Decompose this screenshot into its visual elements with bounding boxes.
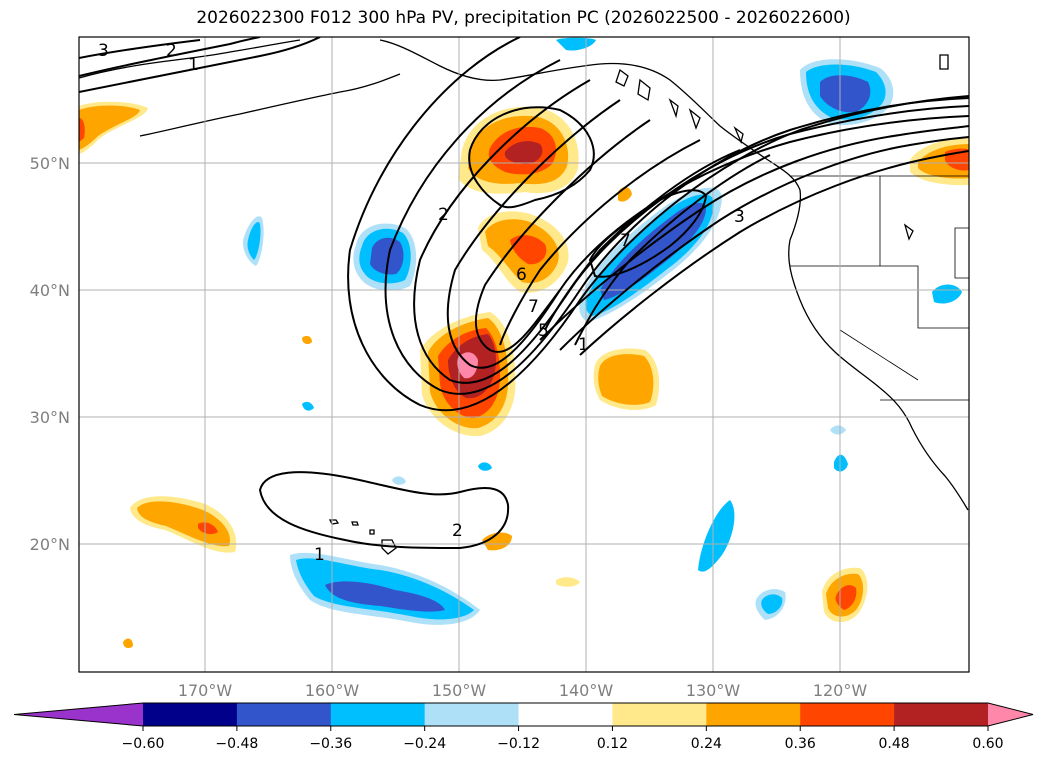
colorbar-bin bbox=[706, 703, 801, 726]
colorbar-tick-label: −0.12 bbox=[497, 736, 540, 752]
colorbar-extend-max bbox=[988, 703, 1033, 726]
colorbar-bin bbox=[424, 703, 520, 726]
colorbar-bin bbox=[330, 703, 426, 726]
colorbar-tick-label: −0.24 bbox=[403, 736, 446, 752]
colorbar-tick-label: 0.12 bbox=[597, 736, 628, 752]
colorbar-bin bbox=[800, 703, 895, 726]
contour-label: 2 bbox=[452, 521, 463, 541]
colorbar: −0.60 −0.48 −0.36 −0.24 −0.12 0.12 0.24 0.36 0.4… bbox=[13, 702, 1034, 752]
lon-label: 120°W bbox=[813, 681, 868, 700]
lon-label: 140°W bbox=[559, 681, 614, 700]
lat-label: 50°N bbox=[30, 154, 70, 173]
contour-label: 7 bbox=[528, 297, 539, 317]
gridlines bbox=[79, 37, 969, 672]
pv-contour-labels: 3 2 1 2 6 7 5 1 7 3 2 1 bbox=[98, 41, 745, 565]
colorbar-bin bbox=[518, 703, 613, 726]
colorbar-bin bbox=[143, 703, 238, 726]
colorbar-bin bbox=[236, 703, 332, 726]
colorbar-tick-label: −0.36 bbox=[309, 736, 352, 752]
contour-label: 3 bbox=[98, 41, 109, 61]
lon-label: 160°W bbox=[305, 681, 360, 700]
lon-label: 150°W bbox=[432, 681, 487, 700]
contour-label: 1 bbox=[578, 335, 589, 355]
colorbar-tick-label: −0.48 bbox=[215, 736, 258, 752]
contour-label: 1 bbox=[314, 545, 325, 565]
colorbar-tick-label: −0.60 bbox=[122, 736, 165, 752]
lat-label: 40°N bbox=[30, 281, 70, 300]
contour-label: 5 bbox=[538, 321, 549, 341]
lat-label: 20°N bbox=[30, 535, 70, 554]
latitude-labels: 50°N 40°N 30°N 20°N bbox=[30, 154, 70, 554]
map-title: 2026022300 F012 300 hPa PV, precipitatio… bbox=[196, 8, 851, 28]
colorbar-extend-min bbox=[14, 703, 143, 726]
lat-label: 30°N bbox=[30, 408, 70, 427]
colorbar-tick-label: 0.36 bbox=[785, 736, 816, 752]
contour-label: 6 bbox=[516, 265, 527, 285]
longitude-labels: 170°W 160°W 150°W 140°W 130°W 120°W bbox=[178, 681, 868, 700]
lon-label: 130°W bbox=[686, 681, 741, 700]
colorbar-tick-label: 0.48 bbox=[879, 736, 910, 752]
pv-contours bbox=[79, 37, 969, 550]
colorbar-bin bbox=[894, 703, 989, 726]
lon-label: 170°W bbox=[178, 681, 233, 700]
contour-label: 2 bbox=[166, 41, 177, 61]
colorbar-bin bbox=[612, 703, 707, 726]
contour-label: 7 bbox=[620, 231, 631, 251]
map-frame bbox=[78, 36, 970, 673]
contour-label: 2 bbox=[438, 205, 449, 225]
colorbar-tick-label: 0.24 bbox=[691, 736, 722, 752]
contour-label: 1 bbox=[188, 55, 199, 75]
contour-label: 3 bbox=[734, 207, 745, 227]
colorbar-tick-label: 0.60 bbox=[972, 736, 1003, 752]
coastlines bbox=[79, 39, 969, 555]
